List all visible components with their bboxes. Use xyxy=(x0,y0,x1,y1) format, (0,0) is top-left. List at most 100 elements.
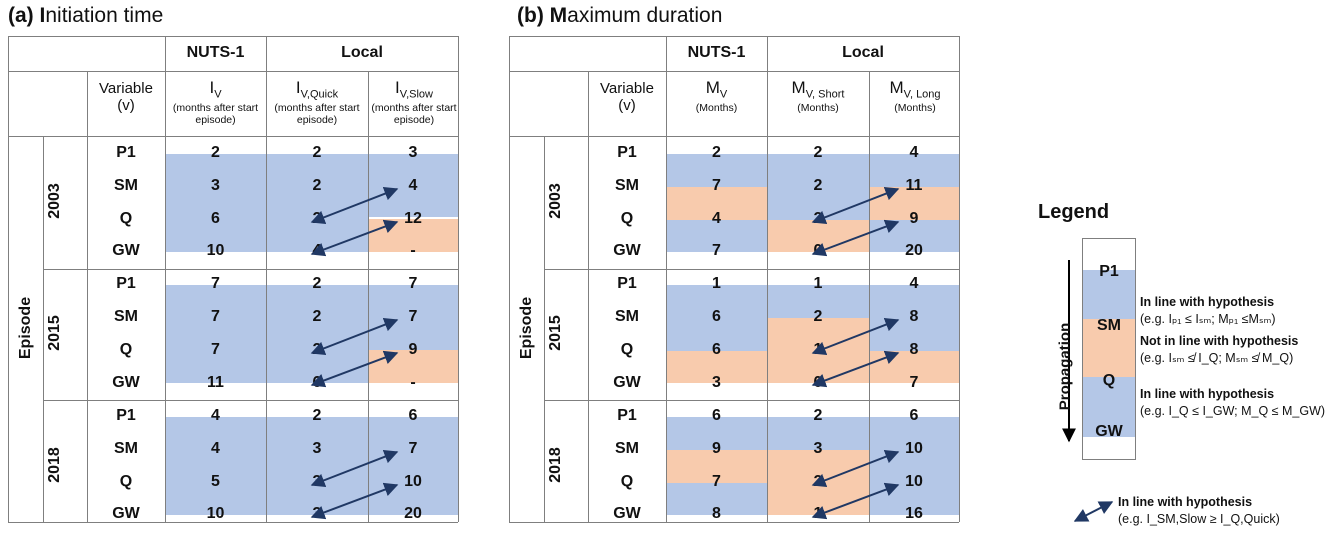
table-cell: 4 xyxy=(909,144,919,161)
legend-sm: SM xyxy=(1097,317,1121,334)
panel-a-title: (a) Initiation time xyxy=(8,4,164,27)
header-nuts: NUTS-1 xyxy=(186,44,245,61)
table-cell: 2 xyxy=(312,144,322,161)
legend-band-orange xyxy=(1083,319,1135,377)
grid-line xyxy=(588,71,589,522)
table-cell: 16 xyxy=(905,505,923,522)
header-col3: IV,Slow (months after start episode) xyxy=(371,78,457,127)
grid-line xyxy=(509,522,959,523)
table-cell: 7 xyxy=(712,242,721,259)
variable-name: SM xyxy=(615,440,639,457)
table-cell: 10 xyxy=(206,242,225,259)
grid-line xyxy=(8,71,458,72)
arrow xyxy=(811,219,900,257)
variable-name: GW xyxy=(613,505,641,522)
grid-line xyxy=(509,71,959,72)
table-cell: 3 xyxy=(408,144,418,161)
arrow xyxy=(310,450,399,487)
variable-name: GW xyxy=(112,242,140,259)
table-cell: - xyxy=(410,242,416,259)
table-cell: 6 xyxy=(712,341,721,358)
variable-name: Q xyxy=(620,341,634,358)
variable-name: Q xyxy=(620,473,634,490)
grid-line xyxy=(43,400,458,401)
variable-name: SM xyxy=(114,440,138,457)
legend-band-blue xyxy=(1083,377,1135,437)
band-b xyxy=(767,417,869,450)
band-b xyxy=(666,351,767,383)
grid-line xyxy=(509,36,510,522)
table-cell: 7 xyxy=(712,473,721,490)
variable-name: SM xyxy=(615,177,639,194)
table-cell: 1 xyxy=(712,275,721,292)
table-cell: 11 xyxy=(905,177,923,194)
table-cell: 7 xyxy=(211,308,220,325)
grid-line xyxy=(43,269,458,270)
table-cell: 7 xyxy=(211,275,220,292)
variable-name: P1 xyxy=(116,407,136,424)
propagation-label: Propagation xyxy=(1056,322,1074,411)
table-cell: 9 xyxy=(712,440,721,457)
table-cell: 3 xyxy=(312,440,322,457)
legend-item-2: Not in line with hypothesis (e.g. Iₛₘ ≰ I… xyxy=(1140,334,1299,365)
header-col2: MV, Short (Months) xyxy=(791,78,845,115)
arrow xyxy=(310,482,399,520)
variable-name: Q xyxy=(119,473,133,490)
panel-b-title: (b) Maximum duration xyxy=(517,4,723,27)
table-cell: 4 xyxy=(712,210,721,227)
grid-line xyxy=(266,36,267,522)
grid-line xyxy=(43,136,44,522)
variable-name: GW xyxy=(112,374,140,391)
legend-title: Legend xyxy=(1038,201,1110,223)
table-cell: 3 xyxy=(712,374,721,391)
table-cell: 3 xyxy=(813,440,823,457)
header-col1: MV (Months) xyxy=(695,78,738,115)
variable-name: P1 xyxy=(617,407,637,424)
variable-name: SM xyxy=(114,177,138,194)
panel-a-table: NUTS-1 Local Variable (v) IV (months afte… xyxy=(8,36,459,523)
grid-line xyxy=(368,71,369,522)
grid-line xyxy=(87,71,88,522)
table-cell: 10 xyxy=(905,473,923,490)
legend-gw: GW xyxy=(1095,423,1123,440)
table-cell: 20 xyxy=(404,505,422,522)
table-cell: 4 xyxy=(909,275,919,292)
band-b xyxy=(666,450,767,483)
legend-arrow xyxy=(1073,501,1114,522)
table-cell: 9 xyxy=(408,341,418,358)
grid-line xyxy=(869,71,870,522)
table-cell: 7 xyxy=(909,374,919,391)
variable-name: Q xyxy=(119,341,133,358)
band-b xyxy=(767,285,869,318)
variable-name: GW xyxy=(613,374,641,391)
table-cell: 1 xyxy=(813,275,823,292)
table-cell: 2 xyxy=(813,177,823,194)
band-b xyxy=(869,154,959,187)
arrow xyxy=(811,187,900,224)
table-cell: 7 xyxy=(408,440,418,457)
table-cell: 6 xyxy=(712,407,721,424)
grid-line xyxy=(544,136,545,522)
table-cell: 10 xyxy=(206,505,225,522)
variable-name: Q xyxy=(620,210,634,227)
legend-q: Q xyxy=(1102,372,1116,389)
table-cell: 2 xyxy=(211,144,220,161)
arrow xyxy=(811,482,900,520)
grid-line xyxy=(666,36,667,522)
table-cell: - xyxy=(410,374,416,391)
table-cell: 8 xyxy=(909,341,919,358)
arrow xyxy=(310,219,399,257)
variable-name: Q xyxy=(119,210,133,227)
grid-line xyxy=(544,269,959,270)
table-cell: 4 xyxy=(211,440,220,457)
grid-line xyxy=(458,36,459,522)
header-col1: IV (months after start episode) xyxy=(172,78,259,127)
panel-b-table: NUTS-1 Local Variable (v) MV (Months) MV,… xyxy=(509,36,960,523)
table-cell: 4 xyxy=(211,407,220,424)
table-cell: 2 xyxy=(813,144,823,161)
arrow xyxy=(310,350,399,388)
grid-line xyxy=(8,136,458,137)
table-cell: 9 xyxy=(909,210,919,227)
table-cell: 8 xyxy=(712,505,721,522)
table-cell: 12 xyxy=(404,210,422,227)
